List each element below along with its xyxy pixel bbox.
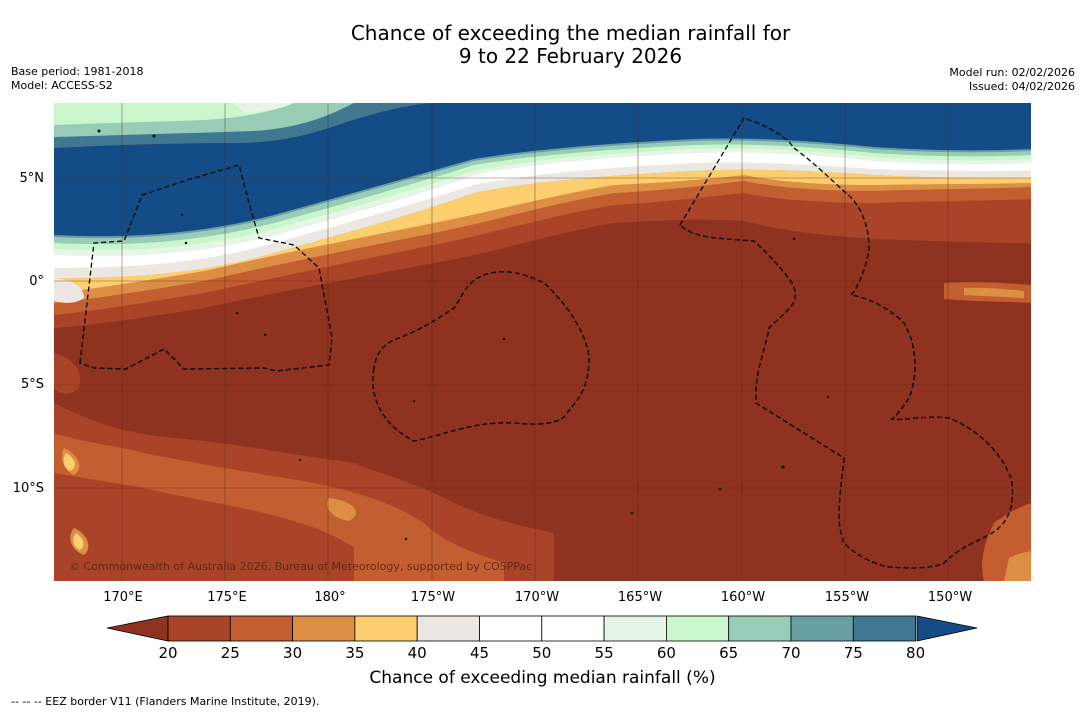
colorbar-tick-50: 50 <box>532 644 552 662</box>
eez-border-east <box>679 117 1014 569</box>
south-patch-40-45 <box>63 453 84 550</box>
map-copyright: © Commonwealth of Australia 2026, Bureau… <box>69 560 532 573</box>
lat-label-5n: 5°N <box>19 171 45 186</box>
lon-label-180: 180° <box>314 590 346 605</box>
colorbar-box-65-70 <box>728 615 792 642</box>
lat-label-0: 0° <box>29 274 44 289</box>
issued-date: Issued: 04/02/2026 <box>968 80 1075 93</box>
colorbar-title: Chance of exceeding median rainfall (%) <box>369 668 716 688</box>
colorbar-tick-60: 60 <box>656 644 676 662</box>
colorbar-box-50-55 <box>541 615 605 642</box>
islands <box>97 129 829 541</box>
lon-label-170w: 170°W <box>514 590 560 605</box>
east-patch-35-40 <box>964 287 1024 298</box>
colorbar-tick-75: 75 <box>843 644 863 662</box>
colorbar-box-70-75 <box>790 615 854 642</box>
south-patch-25-30-inner <box>54 473 354 581</box>
colorbar-over-arrow <box>916 615 978 642</box>
meta-left: Base period: 1981-2018 Model: ACCESS-S2 <box>11 65 143 93</box>
eez-legend: -- -- -- EEZ border V11 (Flanders Marine… <box>11 695 320 708</box>
lon-label-170e: 170°E <box>103 590 143 605</box>
colorbar-tick-35: 35 <box>345 644 365 662</box>
front-band-45-50 <box>54 150 1031 278</box>
nw-corner-65-70 <box>54 103 294 125</box>
colorbar-tick-80: 80 <box>906 644 926 662</box>
lon-label-160w: 160°W <box>720 590 766 605</box>
eez-borders <box>79 117 1014 569</box>
west-patch-25-30 <box>54 353 81 394</box>
model-run: Model run: 02/02/2026 <box>949 66 1075 79</box>
colorbar-tick-70: 70 <box>781 644 801 662</box>
west-patch-45-50 <box>54 278 84 303</box>
colorbar-box-35-40 <box>354 615 418 642</box>
rainfall-map: © Commonwealth of Australia 2026, Bureau… <box>54 103 1031 581</box>
colorbar-tick-55: 55 <box>594 644 614 662</box>
front-band-25-30 <box>54 169 1031 328</box>
colorbar-box-75-80 <box>852 615 916 642</box>
lon-label-150w: 150°W <box>927 590 973 605</box>
lon-label-155w: 155°W <box>824 590 870 605</box>
colorbar-under-arrow <box>106 615 169 642</box>
north-band-over-80 <box>54 103 1031 237</box>
lat-label-10s: 10°S <box>12 481 44 496</box>
colorbar-boxes <box>167 615 916 642</box>
colorbar-tick-45: 45 <box>469 644 490 662</box>
meta-right: Model run: 02/02/2026 Issued: 04/02/2026 <box>949 66 1075 94</box>
eez-border-central <box>372 271 590 442</box>
colorbar-box-25-30 <box>229 615 294 642</box>
graticule <box>54 103 1031 581</box>
front-band-40-45 <box>54 169 1031 293</box>
model-name: Model: ACCESS-S2 <box>11 79 113 92</box>
lon-label-175w: 175°W <box>410 590 456 605</box>
nw-corner-60-65 <box>234 103 294 113</box>
colorbar-box-30-35 <box>292 615 356 642</box>
colorbar-box-20-25 <box>167 615 231 642</box>
lon-label-165w: 165°W <box>617 590 663 605</box>
lat-label-5s: 5°S <box>20 377 44 392</box>
base-period: Base period: 1981-2018 <box>11 65 144 78</box>
colorbar <box>106 615 978 642</box>
colorbar-tick-25: 25 <box>220 644 240 662</box>
title-line-1: Chance of exceeding the median rainfall … <box>350 21 791 45</box>
colorbar-tick-30: 30 <box>283 644 303 662</box>
colorbar-box-45-50 <box>479 615 543 642</box>
colorbar-box-40-45 <box>416 615 480 642</box>
title-line-2: 9 to 22 February 2026 <box>458 44 683 68</box>
colorbar-tick-40: 40 <box>407 644 427 662</box>
eez-border-west <box>79 164 333 372</box>
colorbar-tick-65: 65 <box>719 644 739 662</box>
colorbar-tick-20: 20 <box>158 644 178 662</box>
colorbar-box-60-65 <box>666 615 730 642</box>
colorbar-box-55-60 <box>603 615 667 642</box>
lon-label-175e: 175°E <box>207 590 247 605</box>
southeast-patch-35-40 <box>1004 551 1031 581</box>
